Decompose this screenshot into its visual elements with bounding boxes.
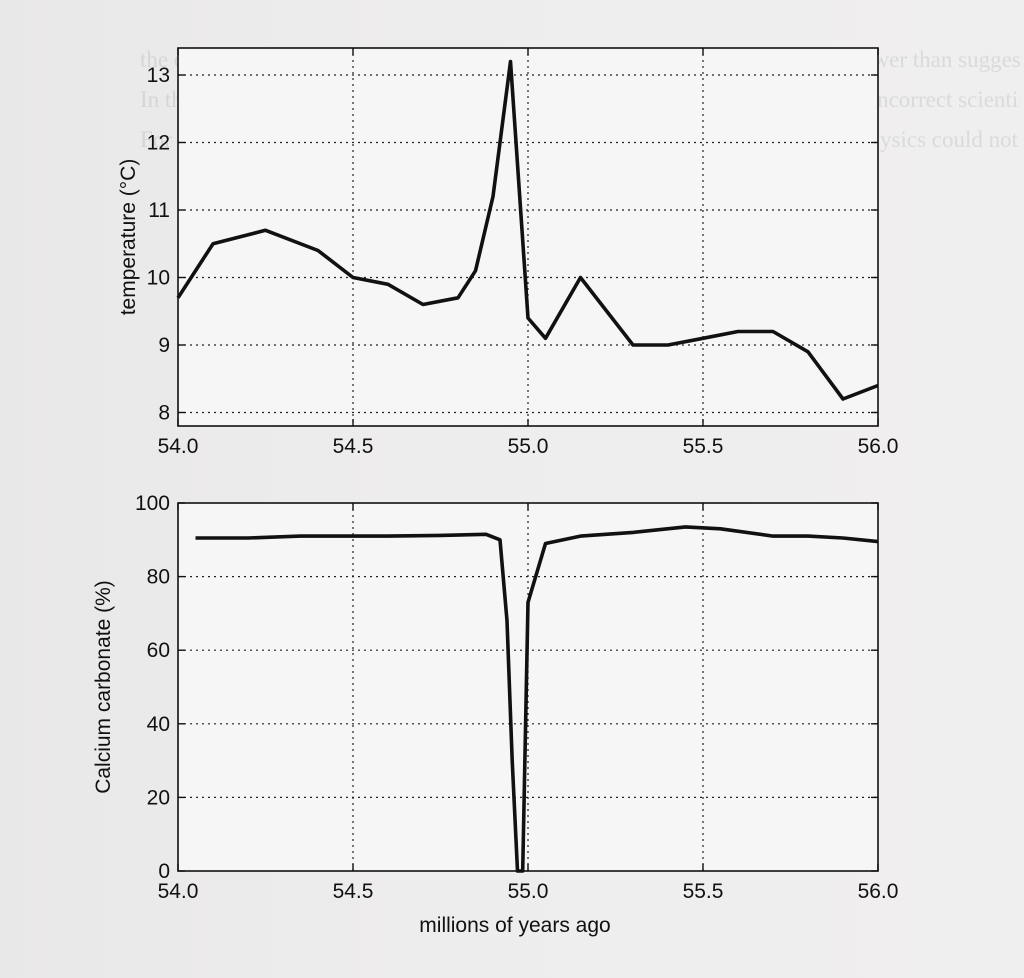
calcium-carbonate-x-tick-label-3: 55.5 [683, 880, 724, 903]
calcium-carbonate-y-tick-label-0: 0 [158, 860, 170, 883]
temperature-y-tick-labels: 8 9 10 11 12 13 [147, 64, 170, 425]
temperature-x-tick-label-3: 55.5 [683, 435, 724, 458]
calcium-carbonate-ticks [177, 502, 879, 872]
calcium-carbonate-x-tick-label-1: 54.5 [333, 880, 374, 903]
calcium-carbonate-x-tick-label-2: 55.0 [508, 880, 549, 903]
temperature-plot-frame [177, 47, 879, 427]
calcium-carbonate-y-tick-label-1: 20 [147, 786, 170, 809]
calcium-carbonate-y-axis-label: Calcium carbonate (%) [92, 580, 115, 794]
temperature-panel: 8 9 10 11 12 13 54.0 54.5 55.0 55.5 56.0 temperat… [117, 47, 899, 458]
temperature-x-tick-label-0: 54.0 [158, 435, 199, 458]
temperature-ticks [177, 48, 879, 426]
temperature-y-tick-label-1: 9 [158, 334, 170, 357]
temperature-x-tick-labels: 54.0 54.5 55.0 55.5 56.0 [158, 435, 899, 458]
calcium-carbonate-y-tick-label-4: 80 [147, 566, 170, 589]
temperature-y-tick-label-4: 12 [147, 132, 170, 155]
temperature-x-tick-label-1: 54.5 [333, 435, 374, 458]
calcium-carbonate-x-tick-label-4: 56.0 [858, 880, 899, 903]
temperature-y-tick-label-2: 10 [147, 267, 170, 290]
temperature-series-line [176, 59, 879, 401]
calcium-carbonate-x-tick-labels: 54.0 54.5 55.0 55.5 56.0 [158, 880, 899, 903]
calcium-carbonate-x-tick-label-0: 54.0 [158, 880, 199, 903]
calcium-carbonate-series-line [195, 525, 879, 873]
temperature-y-tick-label-3: 11 [148, 199, 170, 222]
temperature-gridlines [178, 48, 878, 426]
temperature-y-tick-label-5: 13 [147, 64, 170, 87]
calcium-carbonate-y-tick-label-3: 60 [147, 639, 170, 662]
calcium-carbonate-y-tick-labels: 0 20 40 60 80 100 [135, 492, 170, 883]
temperature-x-tick-label-2: 55.0 [508, 435, 549, 458]
temperature-y-axis-label: temperature (°C) [117, 159, 140, 316]
calcium-carbonate-y-tick-label-5: 100 [135, 492, 170, 515]
calcium-carbonate-y-tick-label-2: 40 [147, 713, 170, 736]
calcium-carbonate-panel: 0 20 40 60 80 100 54.0 54.5 55.0 55.5 56.0 Calciu… [92, 492, 898, 937]
temperature-y-tick-label-0: 8 [158, 402, 170, 425]
temperature-x-tick-label-4: 56.0 [858, 435, 899, 458]
calcium-carbonate-x-axis-label: millions of years ago [419, 914, 610, 937]
